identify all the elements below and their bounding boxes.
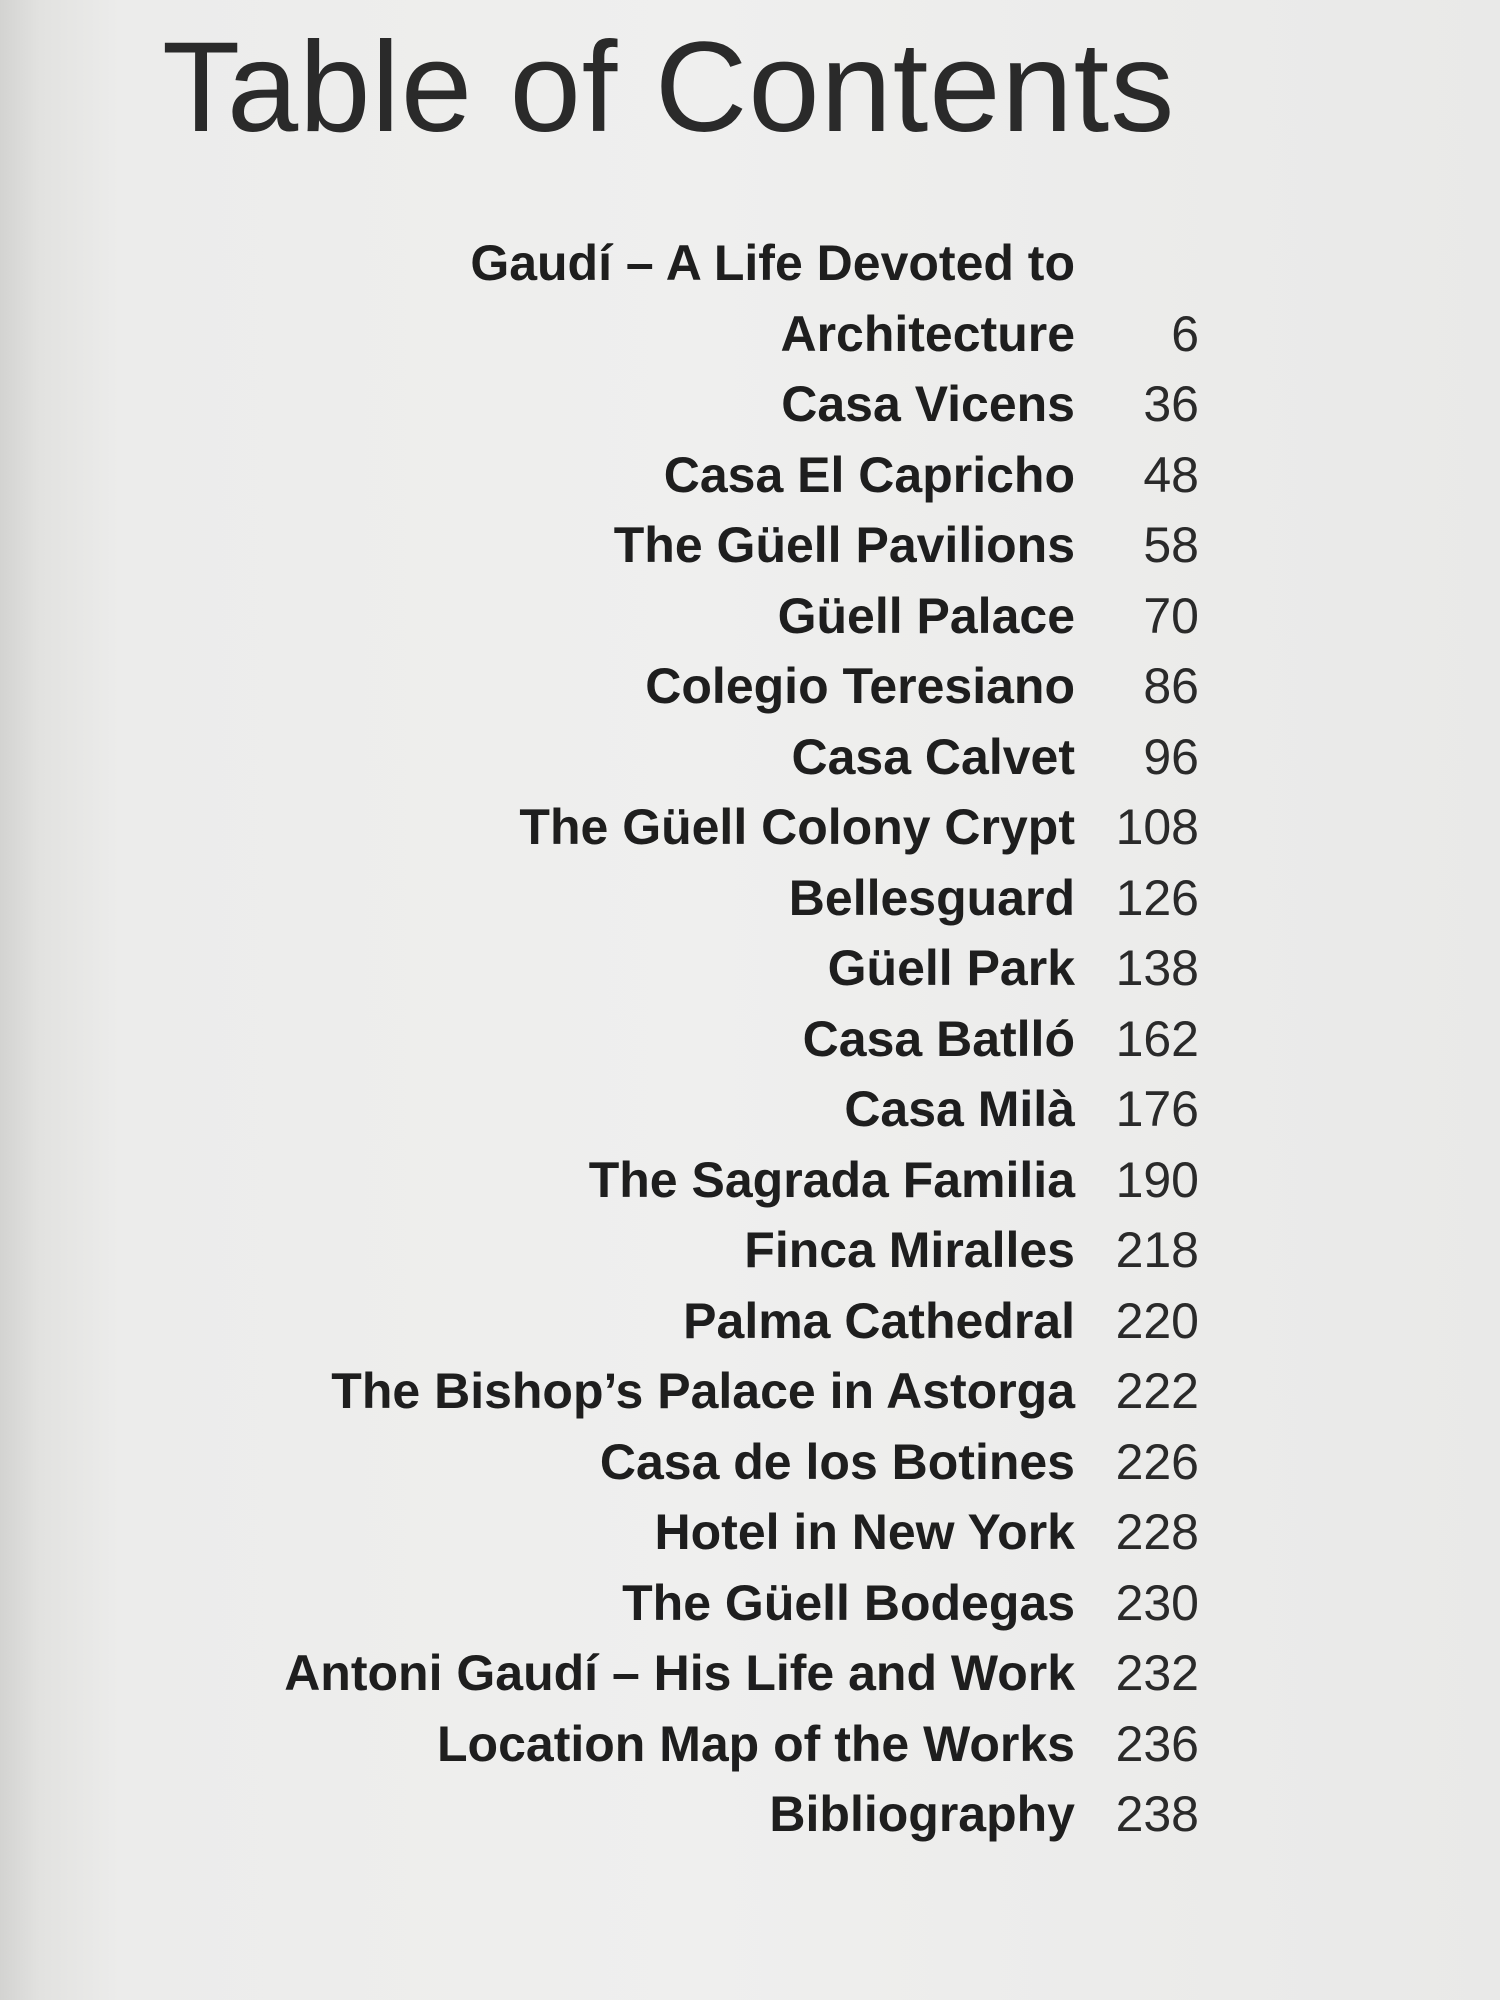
- toc-entry-page-number: 6: [1171, 305, 1199, 362]
- toc-entry: Güell Palace 70: [0, 581, 1210, 652]
- toc-entry-title: The Bishop’s Palace in Astorga: [331, 1363, 1075, 1419]
- toc-entry: Casa Vicens 36: [0, 369, 1210, 440]
- toc-entry: The Sagrada Familia 190: [0, 1145, 1210, 1216]
- toc-entry-title: The Güell Bodegas: [622, 1574, 1075, 1631]
- toc-entry-title: Palma Cathedral: [683, 1292, 1075, 1349]
- toc-entry-page-number: 36: [1143, 376, 1199, 432]
- toc-entry: Güell Park 138: [0, 933, 1210, 1004]
- toc-entry-page-number: 96: [1143, 728, 1199, 785]
- toc-entry: Casa Calvet 96: [0, 722, 1210, 793]
- toc-entry: The Güell Bodegas 230: [0, 1568, 1210, 1639]
- toc-entry: The Bishop’s Palace in Astorga 222: [0, 1356, 1210, 1427]
- toc-entry-title: Gaudí – A Life Devoted to Architecture: [470, 235, 1075, 362]
- toc-entry-page-number: 48: [1143, 446, 1199, 503]
- toc-entry-title: Antoni Gaudí – His Life and Work: [284, 1645, 1075, 1701]
- toc-entry: Hotel in New York 228: [0, 1497, 1210, 1568]
- toc-entry-page-number: 86: [1143, 658, 1199, 714]
- toc-entry: Location Map of the Works 236: [0, 1709, 1210, 1780]
- toc-entry-title: Colegio Teresiano: [645, 658, 1075, 714]
- toc-entry: Bellesguard 126: [0, 863, 1210, 934]
- toc-entry-title: Finca Miralles: [744, 1222, 1075, 1278]
- toc-entry-page-number: 176: [1115, 1081, 1199, 1137]
- toc-entry: Casa El Capricho 48: [0, 440, 1210, 511]
- toc-entry: Finca Miralles 218: [0, 1215, 1210, 1286]
- toc-entry-page-number: 230: [1115, 1574, 1199, 1631]
- toc-entry-title: Hotel in New York: [654, 1504, 1075, 1560]
- toc-entry-title: Casa El Capricho: [663, 446, 1075, 503]
- toc-entry-page-number: 228: [1115, 1504, 1199, 1560]
- toc-entry-title: Bellesguard: [788, 869, 1075, 926]
- toc-entry-title: Bibliography: [769, 1786, 1075, 1842]
- toc-entry-page-number: 220: [1115, 1292, 1199, 1349]
- toc-entry: The Güell Pavilions 58: [0, 510, 1210, 581]
- toc-entry-page-number: 190: [1115, 1151, 1199, 1208]
- toc-entry: Casa de los Botines 226: [0, 1427, 1210, 1498]
- toc-entry-title: Casa Vicens: [781, 376, 1075, 432]
- toc-entry-page-number: 238: [1115, 1786, 1199, 1842]
- table-of-contents: Gaudí – A Life Devoted to Architecture 6 C…: [0, 228, 1210, 1850]
- toc-entry-page-number: 58: [1143, 517, 1199, 573]
- toc-entry: Palma Cathedral 220: [0, 1286, 1210, 1357]
- toc-entry-page-number: 236: [1115, 1715, 1199, 1772]
- toc-entry-title: Güell Palace: [777, 587, 1075, 644]
- toc-entry: Antoni Gaudí – His Life and Work 232: [0, 1638, 1210, 1709]
- toc-entry-title: Güell Park: [827, 940, 1075, 996]
- toc-entry: Casa Milà 176: [0, 1074, 1210, 1145]
- toc-entry-title: The Güell Pavilions: [613, 517, 1075, 573]
- toc-entry-page-number: 108: [1115, 799, 1199, 855]
- toc-entry: Colegio Teresiano 86: [0, 651, 1210, 722]
- toc-entry-page-number: 70: [1143, 587, 1199, 644]
- toc-entry-title: The Sagrada Familia: [588, 1151, 1075, 1208]
- toc-entry-title: The Güell Colony Crypt: [519, 799, 1075, 855]
- toc-entry: Gaudí – A Life Devoted to Architecture 6: [0, 228, 1210, 369]
- toc-entry-page-number: 226: [1115, 1433, 1199, 1490]
- toc-entry-page-number: 138: [1115, 940, 1199, 996]
- toc-entry: Bibliography 238: [0, 1779, 1210, 1850]
- toc-entry-page-number: 162: [1115, 1010, 1199, 1067]
- toc-entry-title: Casa de los Botines: [599, 1433, 1075, 1490]
- toc-entry-page-number: 222: [1115, 1363, 1199, 1419]
- toc-entry: Casa Batlló 162: [0, 1004, 1210, 1075]
- toc-entry-title: Casa Calvet: [791, 728, 1076, 785]
- toc-entry-title: Location Map of the Works: [437, 1715, 1075, 1772]
- toc-entry-page-number: 232: [1115, 1645, 1199, 1701]
- page-title: Table of Contents: [162, 16, 1176, 159]
- toc-entry-title: Casa Milà: [844, 1081, 1075, 1137]
- toc-entry-page-number: 126: [1115, 869, 1199, 926]
- toc-entry-page-number: 218: [1115, 1222, 1199, 1278]
- toc-entry-title: Casa Batlló: [802, 1010, 1075, 1067]
- toc-entry: The Güell Colony Crypt 108: [0, 792, 1210, 863]
